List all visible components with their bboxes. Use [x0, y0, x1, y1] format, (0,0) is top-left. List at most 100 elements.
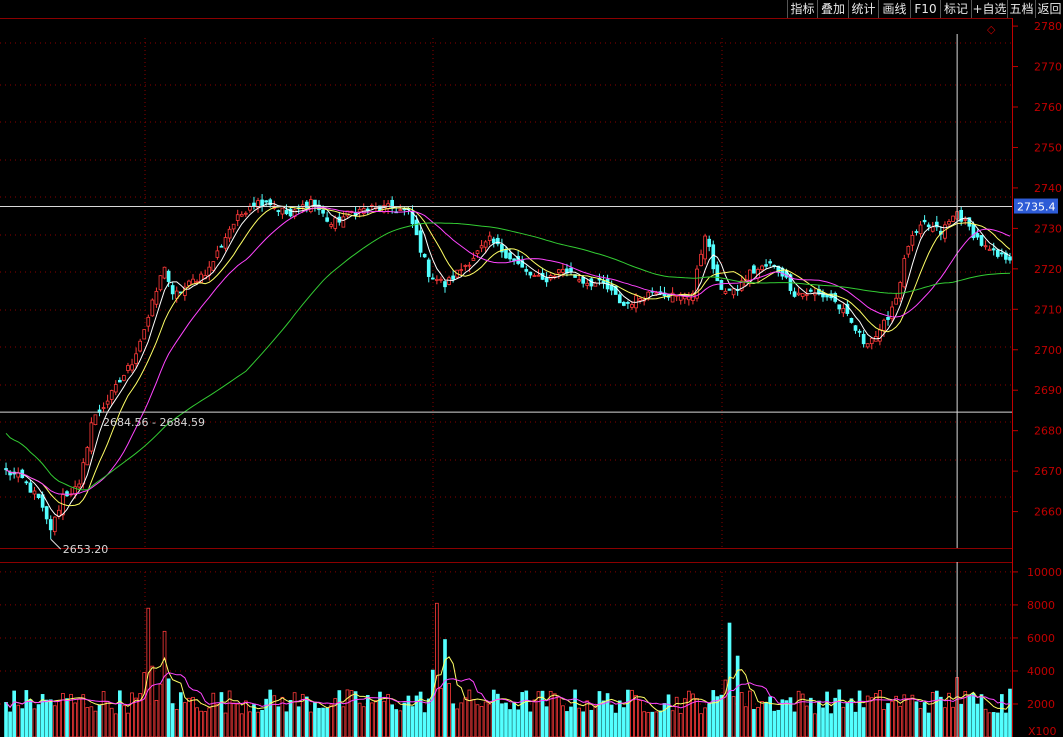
volume-bar [687, 690, 691, 737]
volume-bar [57, 700, 61, 737]
volume-bar [739, 692, 744, 737]
candle-body [496, 237, 500, 245]
candle-body [739, 280, 744, 291]
volume-bar [764, 701, 768, 737]
volume-bar [20, 708, 25, 737]
candle-body [231, 223, 236, 230]
volume-bar [227, 690, 232, 737]
volume-bar [158, 683, 163, 737]
candle-body [89, 422, 94, 452]
candle-body [52, 516, 57, 533]
candle-body [105, 400, 110, 405]
candle-body [260, 199, 264, 206]
volume-bar [593, 705, 598, 737]
volume-bar [695, 698, 699, 737]
candle-body [166, 270, 171, 282]
volume-bar [239, 713, 244, 737]
volume-bar [150, 665, 155, 737]
candle-body [491, 238, 496, 244]
volume-bar [16, 704, 21, 737]
candle-body [199, 273, 203, 283]
candle-body [341, 216, 346, 228]
volume-bar [341, 706, 346, 737]
volume-bar [589, 709, 594, 737]
f10-button[interactable]: F10 [910, 0, 940, 18]
add-watchlist-button[interactable]: +自选 [971, 0, 1007, 18]
volume-unit-label: X100 [1028, 725, 1057, 737]
volume-bar [947, 692, 951, 737]
volume-bar [841, 706, 846, 737]
candle-body [276, 210, 281, 212]
back-button[interactable]: 返回 [1035, 0, 1063, 18]
candle-body [882, 319, 886, 331]
candle-body [325, 217, 329, 222]
volume-bar [784, 700, 789, 737]
volume-bar [922, 702, 927, 737]
candle-body [235, 214, 240, 221]
candle-body [715, 264, 720, 282]
candle-body [752, 265, 756, 274]
statistics-button[interactable]: 统计 [848, 0, 878, 18]
volume-bar [532, 699, 537, 737]
volume-bar [975, 703, 980, 737]
candle-body [118, 379, 122, 383]
volume-bar [455, 708, 460, 737]
diamond-icon[interactable]: ◇ [987, 23, 996, 36]
volume-bar [808, 697, 813, 737]
volume-bar [959, 703, 964, 737]
overlay-button[interactable]: 叠加 [817, 0, 848, 18]
candle-body [134, 353, 138, 364]
volume-bar [556, 696, 561, 737]
candle-body [731, 288, 736, 296]
volume-bar [426, 698, 431, 737]
mark-button[interactable]: 标记 [940, 0, 971, 18]
candle-body [122, 375, 126, 381]
candle-body [995, 249, 1000, 257]
candle-body [187, 280, 191, 286]
candle-body [617, 294, 622, 304]
indicator-button[interactable]: 指标 [787, 0, 817, 18]
candle-body [532, 275, 537, 277]
candle-body [36, 493, 41, 499]
volume-bar [113, 713, 118, 737]
volume-bar [634, 695, 638, 737]
volume-bar [585, 700, 590, 737]
draw-line-button[interactable]: 画线 [878, 0, 910, 18]
candle-body [869, 338, 874, 345]
candle-body [130, 364, 134, 371]
volume-bar [244, 700, 248, 737]
volume-bar [516, 709, 520, 737]
level2-button[interactable]: 五档 [1007, 0, 1035, 18]
vol-tick-label: 6000 [1027, 632, 1055, 645]
candle-body [439, 278, 443, 281]
volume-bar [524, 690, 529, 737]
candle-body [512, 258, 516, 261]
y-tick-label: 2730 [1034, 222, 1062, 235]
volume-bar [963, 691, 968, 737]
candle-body [914, 231, 919, 233]
volume-bar [235, 703, 240, 737]
volume-bar [845, 702, 850, 737]
candle-body [223, 237, 228, 249]
candle-body [894, 297, 898, 305]
volume-bar [496, 693, 500, 737]
volume-bar [134, 697, 138, 737]
volume-bar [390, 704, 394, 737]
candle-body [24, 481, 29, 484]
volume-bar [174, 709, 179, 737]
candle-body [154, 290, 159, 305]
candle-body [963, 218, 968, 221]
volume-bar [630, 689, 634, 737]
candle-body [764, 264, 768, 267]
volume-bar [483, 701, 488, 737]
volume-bar [609, 704, 614, 737]
candle-body [947, 221, 951, 225]
volume-bar [178, 692, 183, 737]
candle-body [638, 298, 642, 301]
volume-bar [382, 700, 386, 737]
candle-body [500, 244, 504, 253]
y-tick-label: 2660 [1034, 506, 1062, 519]
volume-bar [304, 696, 309, 737]
volume-bar [248, 711, 252, 737]
